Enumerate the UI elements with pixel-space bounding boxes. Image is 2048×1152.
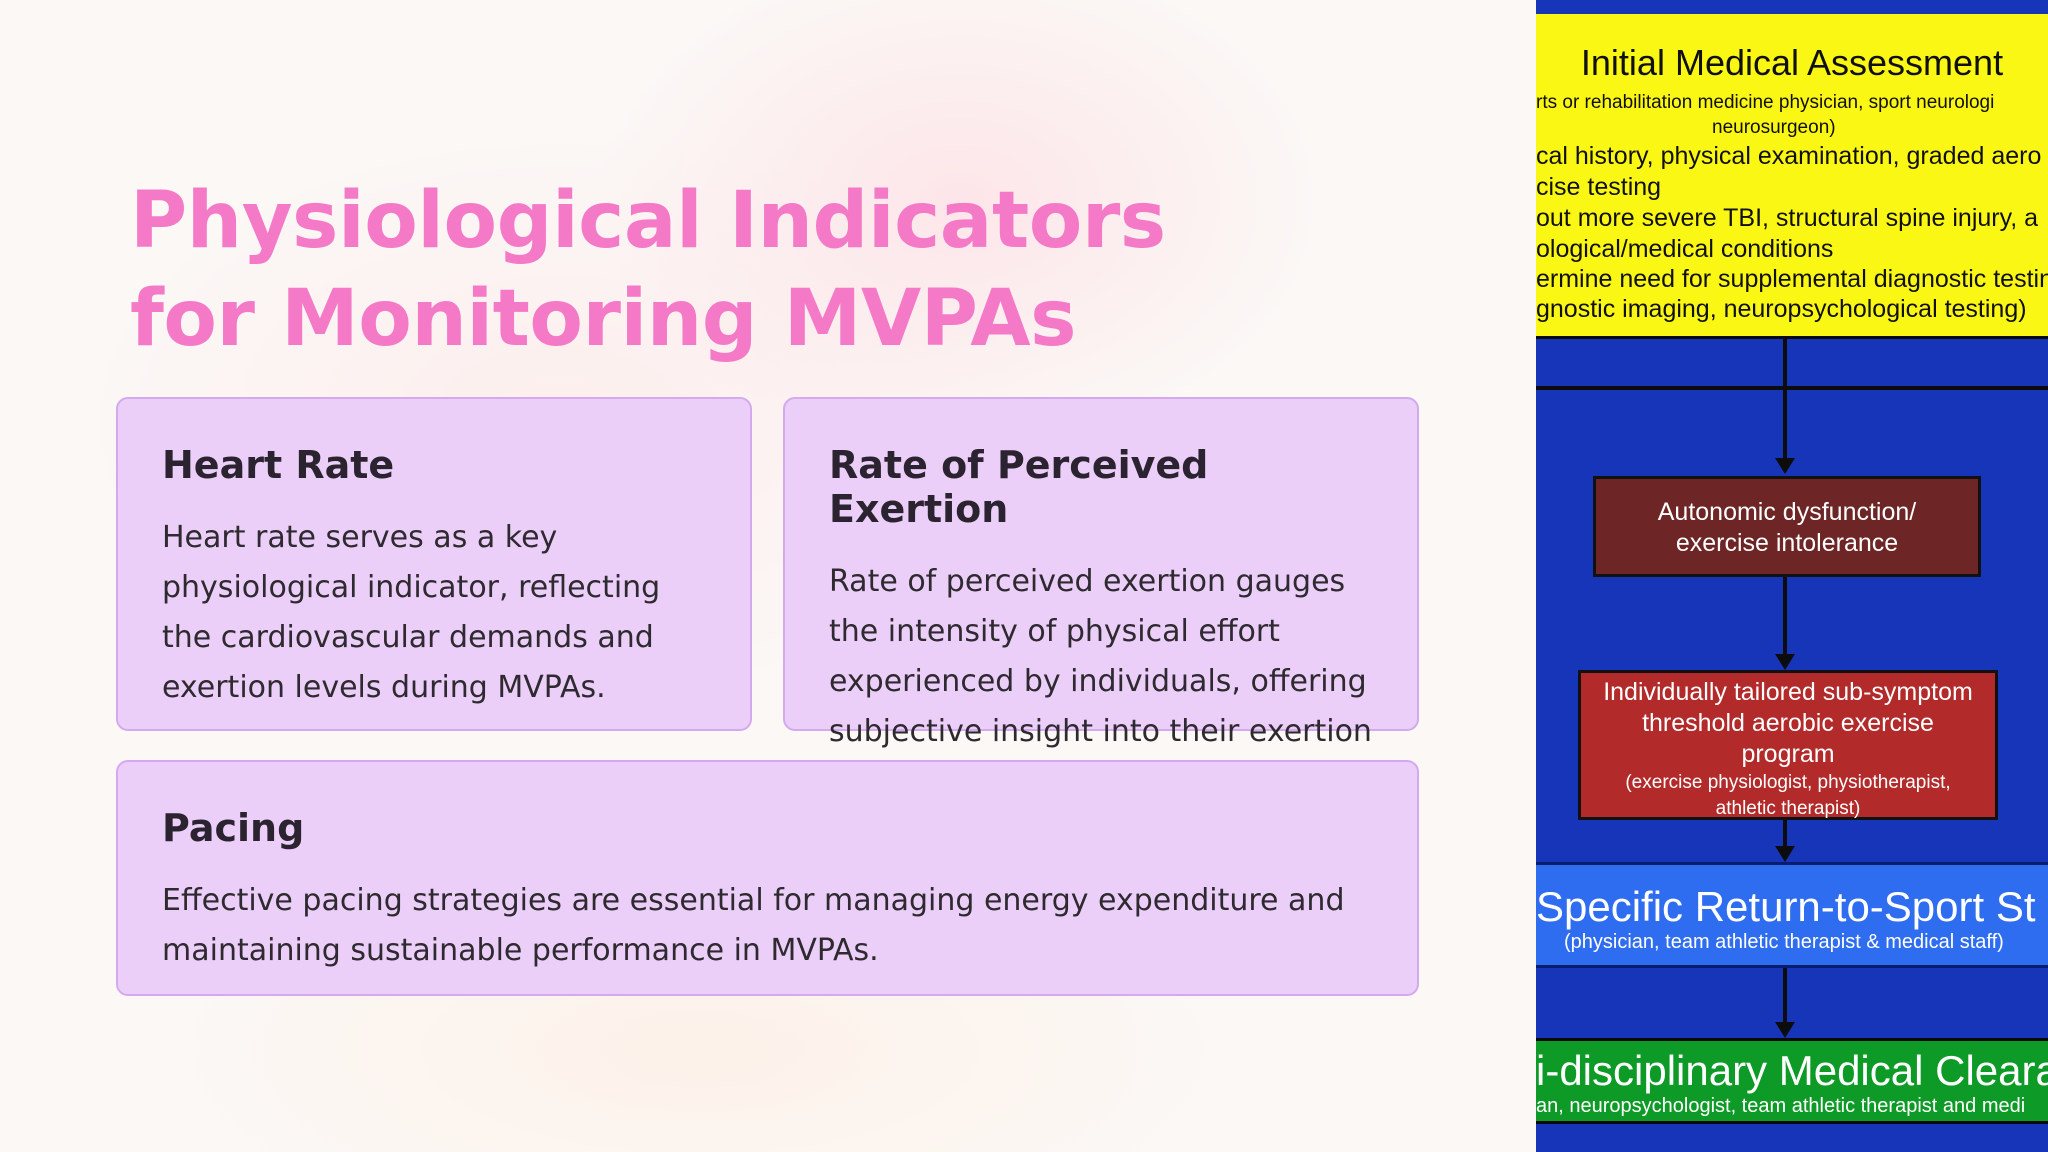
concussion-flowchart-image: Initial Medical Assessment rts or rehabi… xyxy=(1536,0,2048,1152)
heart-rate-card: Heart Rate Heart rate serves as a key ph… xyxy=(116,397,752,731)
connector-line xyxy=(1783,968,1787,1024)
assessment-line: gnostic imaging, neuropsychological test… xyxy=(1536,295,2027,323)
autonomic-line: Autonomic dysfunction/ xyxy=(1657,498,1917,526)
assessment-line: cal history, physical examination, grade… xyxy=(1536,142,2042,170)
arrow-down-icon xyxy=(1775,846,1795,862)
connector-line xyxy=(1536,386,2048,390)
program-line: Individually tailored sub-symptom xyxy=(1603,678,1973,706)
clearance-sub: an, neuropsychologist, team athletic the… xyxy=(1536,1095,2026,1117)
arrow-down-icon xyxy=(1775,1022,1795,1038)
assessment-line: ermine need for supplemental diagnostic … xyxy=(1536,265,2048,293)
program-line: (exercise physiologist, physiotherapist, xyxy=(1625,772,1951,793)
assessment-line: ological/medical conditions xyxy=(1536,235,1834,263)
card-body: Effective pacing strategies are essentia… xyxy=(162,883,1345,968)
medical-clearance-box: i-disciplinary Medical Cleara an, neurop… xyxy=(1536,1038,2048,1124)
initial-assessment-heading: Initial Medical Assessment xyxy=(1580,42,2004,83)
arrow-down-icon xyxy=(1775,458,1795,474)
initial-assessment-box: Initial Medical Assessment rts or rehabi… xyxy=(1536,14,2048,339)
return-to-sport-box: Specific Return-to-Sport St (physician, … xyxy=(1536,862,2048,968)
card-heading: Pacing xyxy=(162,806,305,850)
assessment-line: cise testing xyxy=(1536,173,1662,201)
clearance-heading: i-disciplinary Medical Cleara xyxy=(1536,1047,2048,1094)
pacing-card: Pacing Effective pacing strategies are e… xyxy=(116,760,1419,996)
autonomic-dysfunction-box: Autonomic dysfunction/ exercise intolera… xyxy=(1593,476,1981,577)
autonomic-line: exercise intolerance xyxy=(1675,529,1899,557)
program-line: threshold aerobic exercise xyxy=(1642,709,1934,737)
connector-line xyxy=(1783,339,1787,463)
assessment-line: neurosurgeon) xyxy=(1712,117,1836,138)
exercise-program-box: Individually tailored sub-symptom thresh… xyxy=(1578,670,1998,820)
assessment-line: out more severe TBI, structural spine in… xyxy=(1536,204,2039,232)
slide-title: Physiological Indicators for Monitoring … xyxy=(130,176,1166,364)
card-body: Rate of perceived exertion gauges the in… xyxy=(829,564,1372,799)
assessment-line: rts or rehabilitation medicine physician… xyxy=(1536,92,1995,113)
program-line: program xyxy=(1741,740,1835,768)
return-to-sport-heading: Specific Return-to-Sport St xyxy=(1536,883,2036,930)
perceived-exertion-card: Rate of Perceived Exertion Rate of perce… xyxy=(783,397,1419,799)
connector-line xyxy=(1783,577,1787,657)
program-line: athletic therapist) xyxy=(1715,798,1861,819)
card-heading: Rate of Perceived Exertion xyxy=(829,443,1209,531)
card-body: Heart rate serves as a key physiological… xyxy=(162,520,661,705)
connector-line xyxy=(1783,820,1787,848)
card-heading: Heart Rate xyxy=(162,443,395,487)
arrow-down-icon xyxy=(1775,654,1795,670)
return-to-sport-sub: (physician, team athletic therapist & me… xyxy=(1564,931,2004,953)
